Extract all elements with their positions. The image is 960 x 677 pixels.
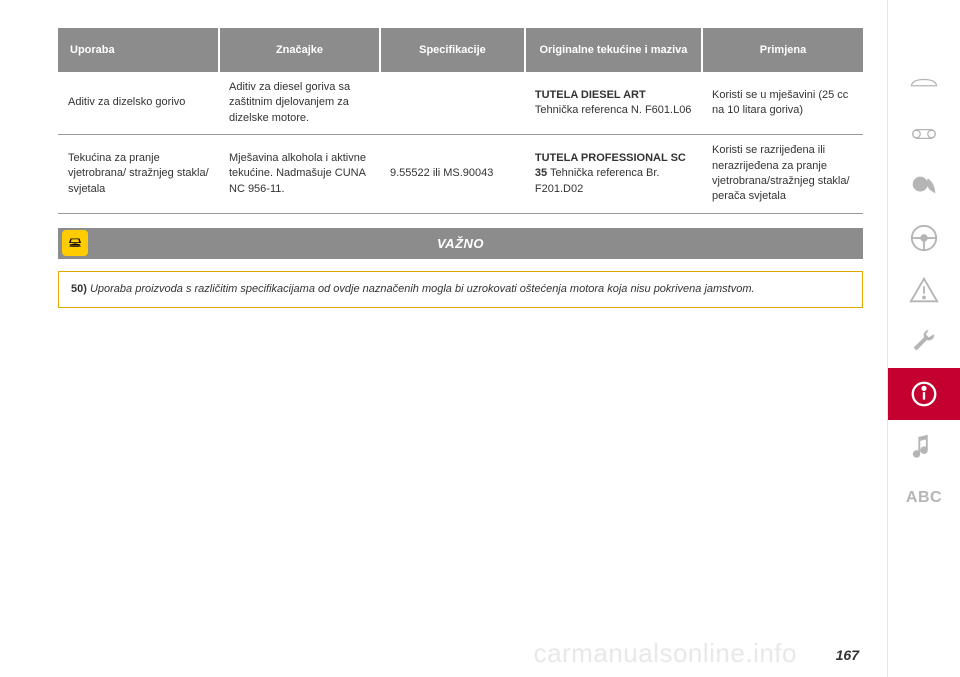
cell-spec: [380, 72, 525, 135]
cell-app: Koristi se u mješavini (25 cc na 10 lita…: [702, 72, 863, 135]
fluid-name: TUTELA DIESEL ART: [535, 89, 646, 101]
page-number: 167: [836, 647, 859, 663]
table-row: Tekućina za pranje vjetrobrana/ stražnje…: [58, 135, 863, 214]
th-fluid: Originalne tekućine i maziva: [525, 28, 702, 72]
cell-spec: 9.55522 ili MS.90043: [380, 135, 525, 214]
abc-label: ABC: [906, 489, 942, 507]
tab-dashboard-icon[interactable]: [894, 108, 954, 160]
note-text: Uporaba proizvoda s različitim specifika…: [87, 283, 755, 295]
tab-steering-icon[interactable]: [894, 212, 954, 264]
banner-label: VAŽNO: [437, 236, 484, 251]
table-row: Aditiv za dizelsko gorivo Aditiv za dies…: [58, 72, 863, 135]
cell-use: Tekućina za pranje vjetrobrana/ stražnje…: [58, 135, 219, 214]
fluid-ref: Tehnička referenca N. F601.L06: [535, 104, 692, 116]
sidebar: ABC: [888, 0, 960, 677]
tab-index-icon[interactable]: ABC: [894, 472, 954, 524]
cell-features: Mješavina alkohola i aktivne tekućine. N…: [219, 135, 380, 214]
fluid-ref: Tehnička referenca Br. F201.D02: [535, 167, 660, 194]
th-use: Uporaba: [58, 28, 219, 72]
cell-features: Aditiv za diesel goriva sa zaštitnim dje…: [219, 72, 380, 135]
cell-app: Koristi se razrijeđena ili nerazrijeđena…: [702, 135, 863, 214]
watermark: carmanualsonline.info: [534, 638, 797, 669]
th-features: Značajke: [219, 28, 380, 72]
tab-vehicle-icon[interactable]: [894, 56, 954, 108]
tab-warning-icon[interactable]: [894, 264, 954, 316]
cell-fluid: TUTELA DIESEL ART Tehnička referenca N. …: [525, 72, 702, 135]
tab-airbag-icon[interactable]: [894, 160, 954, 212]
table-header-row: Uporaba Značajke Specifikacije Originaln…: [58, 28, 863, 72]
warning-note: 50) Uporaba proizvoda s različitim speci…: [58, 271, 863, 308]
warning-icon: [62, 230, 88, 256]
important-banner: VAŽNO: [58, 228, 863, 259]
cell-fluid: TUTELA PROFESSIONAL SC 35 Tehnička refer…: [525, 135, 702, 214]
page-content: Uporaba Značajke Specifikacije Originaln…: [0, 0, 887, 677]
cell-use: Aditiv za dizelsko gorivo: [58, 72, 219, 135]
tab-service-icon[interactable]: [894, 316, 954, 368]
specs-table: Uporaba Značajke Specifikacije Originaln…: [58, 28, 863, 214]
tab-audio-icon[interactable]: [894, 420, 954, 472]
th-app: Primjena: [702, 28, 863, 72]
note-number: 50): [71, 283, 87, 295]
th-spec: Specifikacije: [380, 28, 525, 72]
tab-info-icon[interactable]: [888, 368, 960, 420]
